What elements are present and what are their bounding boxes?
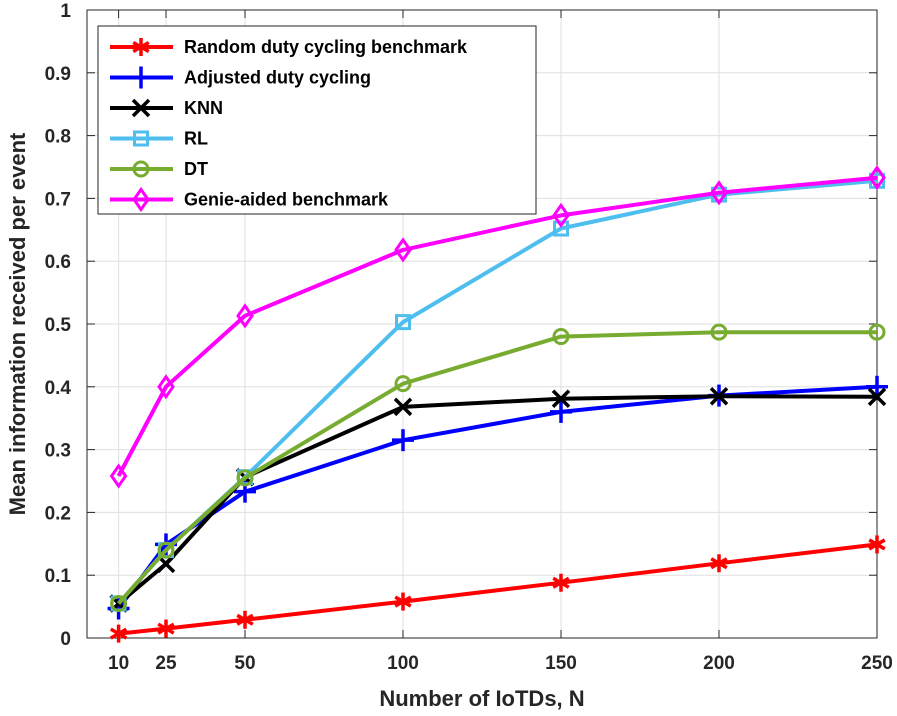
data-point-marker [130, 66, 152, 89]
data-point-marker [394, 375, 412, 393]
data-point-marker [157, 374, 175, 400]
legend-item: RL [110, 129, 208, 149]
legend-item: Adjusted duty cycling [110, 66, 371, 89]
data-point-marker [395, 314, 411, 331]
data-point-marker [157, 619, 175, 638]
data-point-marker [710, 180, 728, 206]
x-tick-label: 150 [545, 653, 577, 674]
data-point-marker [550, 400, 572, 423]
data-point-marker [109, 624, 128, 643]
data-point-marker [866, 375, 888, 398]
data-point-marker [868, 323, 886, 341]
legend-label: Adjusted duty cycling [184, 68, 371, 88]
legend-item: KNN [110, 98, 223, 118]
series-dt [110, 323, 886, 612]
legend-item: DT [110, 159, 208, 179]
data-point-marker [133, 130, 149, 147]
legend-label: KNN [184, 98, 223, 118]
data-point-marker [868, 535, 886, 554]
data-point-marker [710, 554, 728, 573]
series-line [117, 330, 877, 605]
data-point-marker [132, 186, 150, 213]
legend: Random duty cycling benchmark Adjusted du… [97, 25, 537, 215]
y-tick-label: 0.1 [45, 566, 72, 587]
x-axis-label: Number of IoTDs, N [379, 686, 584, 711]
data-point-marker [236, 610, 254, 629]
data-point-marker [393, 397, 413, 417]
x-tick-label: 10 [108, 653, 129, 674]
data-point-marker [236, 469, 254, 487]
legend-label: RL [184, 129, 208, 149]
data-point-marker [552, 573, 570, 592]
legend-item: Genie-aided benchmark [110, 186, 389, 213]
y-axis-ticks: 0 0.1 0.2 0.3 0.4 0.5 0.6 0.7 0.8 0.9 1 [45, 1, 877, 650]
series-layer [107, 165, 888, 643]
y-axis-label: Mean information received per event [5, 132, 30, 515]
data-point-marker [710, 323, 728, 341]
data-point-marker [867, 387, 887, 407]
data-point-marker [553, 220, 569, 237]
data-point-marker [392, 429, 414, 452]
data-point-marker [157, 541, 175, 559]
series-line [118, 542, 878, 636]
y-tick-label: 0.4 [45, 378, 72, 399]
y-tick-label: 0 [60, 629, 71, 650]
legend-label: Genie-aided benchmark [184, 190, 389, 210]
x-tick-label: 25 [155, 653, 177, 674]
y-tick-label: 0.9 [45, 64, 71, 85]
data-point-marker [131, 98, 151, 118]
data-point-marker [552, 328, 570, 346]
legend-item: Random duty cycling benchmark [110, 37, 468, 57]
series-knn [109, 386, 887, 613]
series-random-duty-cycling-benchmark [109, 535, 886, 643]
legend-box [97, 25, 537, 215]
data-point-marker [868, 165, 886, 191]
y-tick-label: 0.7 [45, 189, 71, 210]
data-point-marker [394, 237, 412, 263]
y-tick-label: 0.2 [45, 503, 71, 524]
data-point-marker [236, 303, 254, 329]
data-point-marker [109, 463, 128, 489]
y-tick-label: 0.5 [45, 315, 72, 336]
y-tick-label: 0.3 [45, 441, 71, 462]
data-point-marker [552, 202, 570, 228]
x-tick-label: 250 [861, 653, 893, 674]
y-tick-label: 0.8 [45, 127, 71, 148]
x-tick-label: 100 [387, 653, 419, 674]
data-point-marker [394, 592, 412, 611]
x-axis-ticks: 10 25 50 100 150 200 250 [108, 10, 893, 674]
y-tick-label: 1 [60, 1, 71, 22]
data-point-marker [132, 38, 150, 56]
legend-label: Random duty cycling benchmark [184, 37, 468, 57]
x-tick-label: 50 [234, 653, 255, 674]
data-point-marker [551, 389, 571, 408]
data-point-marker [110, 594, 128, 612]
x-tick-label: 200 [703, 653, 735, 674]
series-line [116, 175, 878, 477]
y-tick-label: 0.6 [45, 252, 71, 273]
legend-label: DT [184, 159, 208, 179]
data-point-marker [709, 386, 729, 406]
series-genie-aided-benchmark [109, 165, 886, 489]
data-point-marker [132, 160, 150, 178]
